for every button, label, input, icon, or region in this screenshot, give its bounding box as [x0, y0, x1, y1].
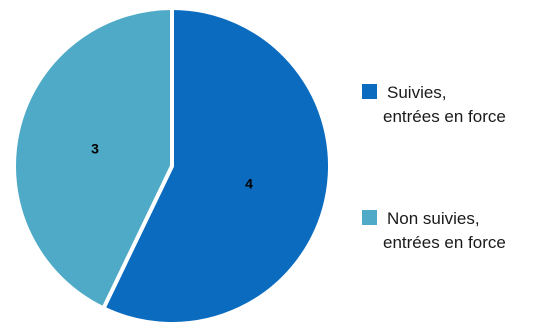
pie-slice-1 — [101, 6, 332, 325]
legend-label-1-line-2: entrées en force — [383, 107, 506, 126]
legend-label-2-line-1: Non suivies, — [387, 209, 480, 228]
pie-slices — [12, 6, 332, 325]
legend-swatch-2 — [362, 210, 377, 225]
legend-label-2-line-2: entrées en force — [383, 233, 506, 252]
data-label-2: 3 — [91, 140, 99, 156]
legend: Suivies, entrées en force Non suivies, entr… — [362, 83, 506, 252]
legend-label-1-line-1: Suivies, — [387, 83, 447, 102]
legend-swatch-1 — [362, 84, 377, 99]
pie-data-labels: 43 — [91, 140, 253, 191]
pie-slice-2 — [12, 6, 174, 311]
data-label-1: 4 — [245, 176, 253, 192]
